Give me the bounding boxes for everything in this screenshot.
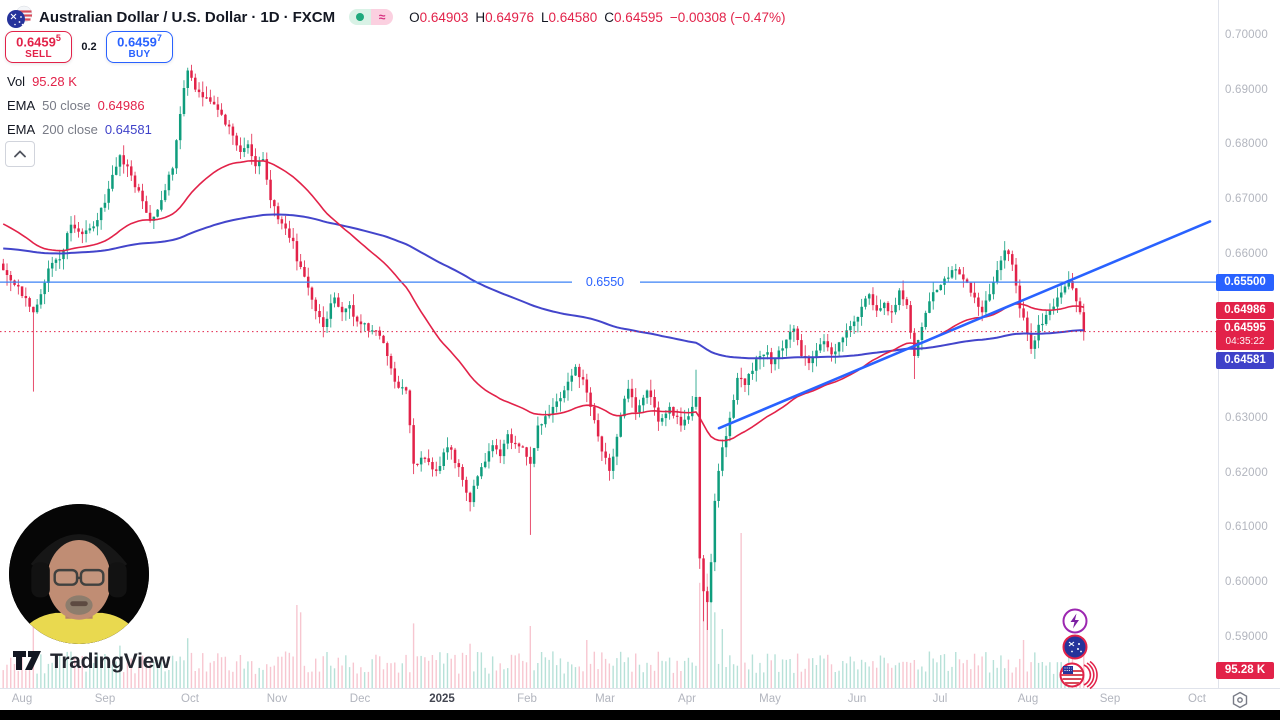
price-tick: 0.60000 [1225,576,1268,588]
price-badge: 0.64595 04:35:22 [1216,320,1274,350]
volume-value: 95.28 K [32,74,77,89]
month-label: Jun [847,693,867,705]
usa-flag-ripple-icon [1058,660,1098,690]
symbol-header: Australian Dollar / U.S. Dollar · 1D · F… [6,5,785,29]
price-tick: 0.68000 [1225,138,1268,151]
ohlc-readout: O0.64903 H0.64976 L0.64580 C0.64595 −0.0… [409,9,786,25]
tradingview-logo-icon [13,651,41,670]
volume-bars [2,533,1085,688]
month-label: Sep [1099,693,1121,705]
interval-selector[interactable]: 1D [260,8,280,26]
separator: · [283,8,289,26]
month-label: Apr [678,693,696,705]
overlay-icon-stack [1058,608,1104,692]
time-axis[interactable]: Aug Sep Oct Nov Dec 2025 Feb Mar Apr May Jun Jul Aug… [0,688,1280,710]
market-status: ≈ [349,9,394,25]
chart-overlays: 0.6550 [0,160,1218,442]
ema200-legend[interactable]: EMA 200 close 0.64581 [7,122,152,137]
price-tick: 0.61000 [1225,521,1268,534]
volume-badge: 95.28 K [1216,662,1274,679]
tradingview-watermark[interactable]: TradingView [12,648,170,676]
letterbox-bar [0,710,1280,720]
presenter-avatar [9,504,149,644]
price-tick: 0.59000 [1225,630,1268,643]
exchange-name[interactable]: FXCM [292,8,336,26]
month-label: Nov [266,693,288,705]
price-badge: 0.65500 [1216,274,1274,291]
price-tick: 0.63000 [1225,411,1268,424]
month-label: May [759,693,781,705]
price-tick: 0.66000 [1225,247,1268,260]
ema50-value: 0.64986 [97,98,145,113]
month-label: 2025 [429,693,455,705]
chevron-up-icon [14,150,26,158]
month-label: Mar [595,693,615,705]
price-tick: 0.67000 [1225,193,1268,206]
webcam-overlay [9,504,149,644]
price-badge: 0.64581 [1216,352,1274,369]
month-label: Dec [349,693,371,705]
price-tick: 0.70000 [1225,29,1268,41]
price-axis[interactable]: 0.70000 0.69000 0.68000 0.67000 0.66000 0.630… [1216,0,1280,710]
month-label: Oct [181,693,199,705]
price-change: −0.00308 (−0.47%) [669,9,786,25]
order-panel: 0.64595 SELL 0.2 0.64597 BUY [5,31,173,63]
price-tick: 0.62000 [1225,466,1268,479]
price-tick: 0.69000 [1225,83,1268,96]
australia-flag-icon [1062,634,1088,660]
volume-legend[interactable]: Vol 95.28 K [7,74,77,89]
ema50-legend[interactable]: EMA 50 close 0.64986 [7,98,145,113]
aud-usd-flags-icon [6,5,34,29]
month-label: Jul [932,693,948,705]
gear-icon[interactable] [1231,691,1249,709]
symbol-title[interactable]: Australian Dollar / U.S. Dollar [39,8,248,26]
market-open-dot-icon [349,9,372,25]
collapse-legend-button[interactable] [5,141,35,167]
price-badge: 0.64986 [1216,302,1274,319]
sell-button[interactable]: 0.64595 SELL [5,31,72,63]
month-label: Feb [517,693,537,705]
level-line-label: 0.6550 [586,275,624,289]
month-label: Oct [1188,693,1206,705]
spread-value: 0.2 [81,41,97,53]
ema200-value: 0.64581 [104,122,152,137]
month-label: Aug [1017,693,1039,705]
buy-button[interactable]: 0.64597 BUY [106,31,173,63]
candlesticks [2,64,1086,630]
month-label: Aug [11,693,33,705]
tradingview-wordmark: TradingView [50,650,171,673]
delayed-data-icon: ≈ [371,9,394,25]
month-label: Sep [94,693,116,705]
separator: · [251,8,257,26]
lightning-icon [1062,608,1088,634]
